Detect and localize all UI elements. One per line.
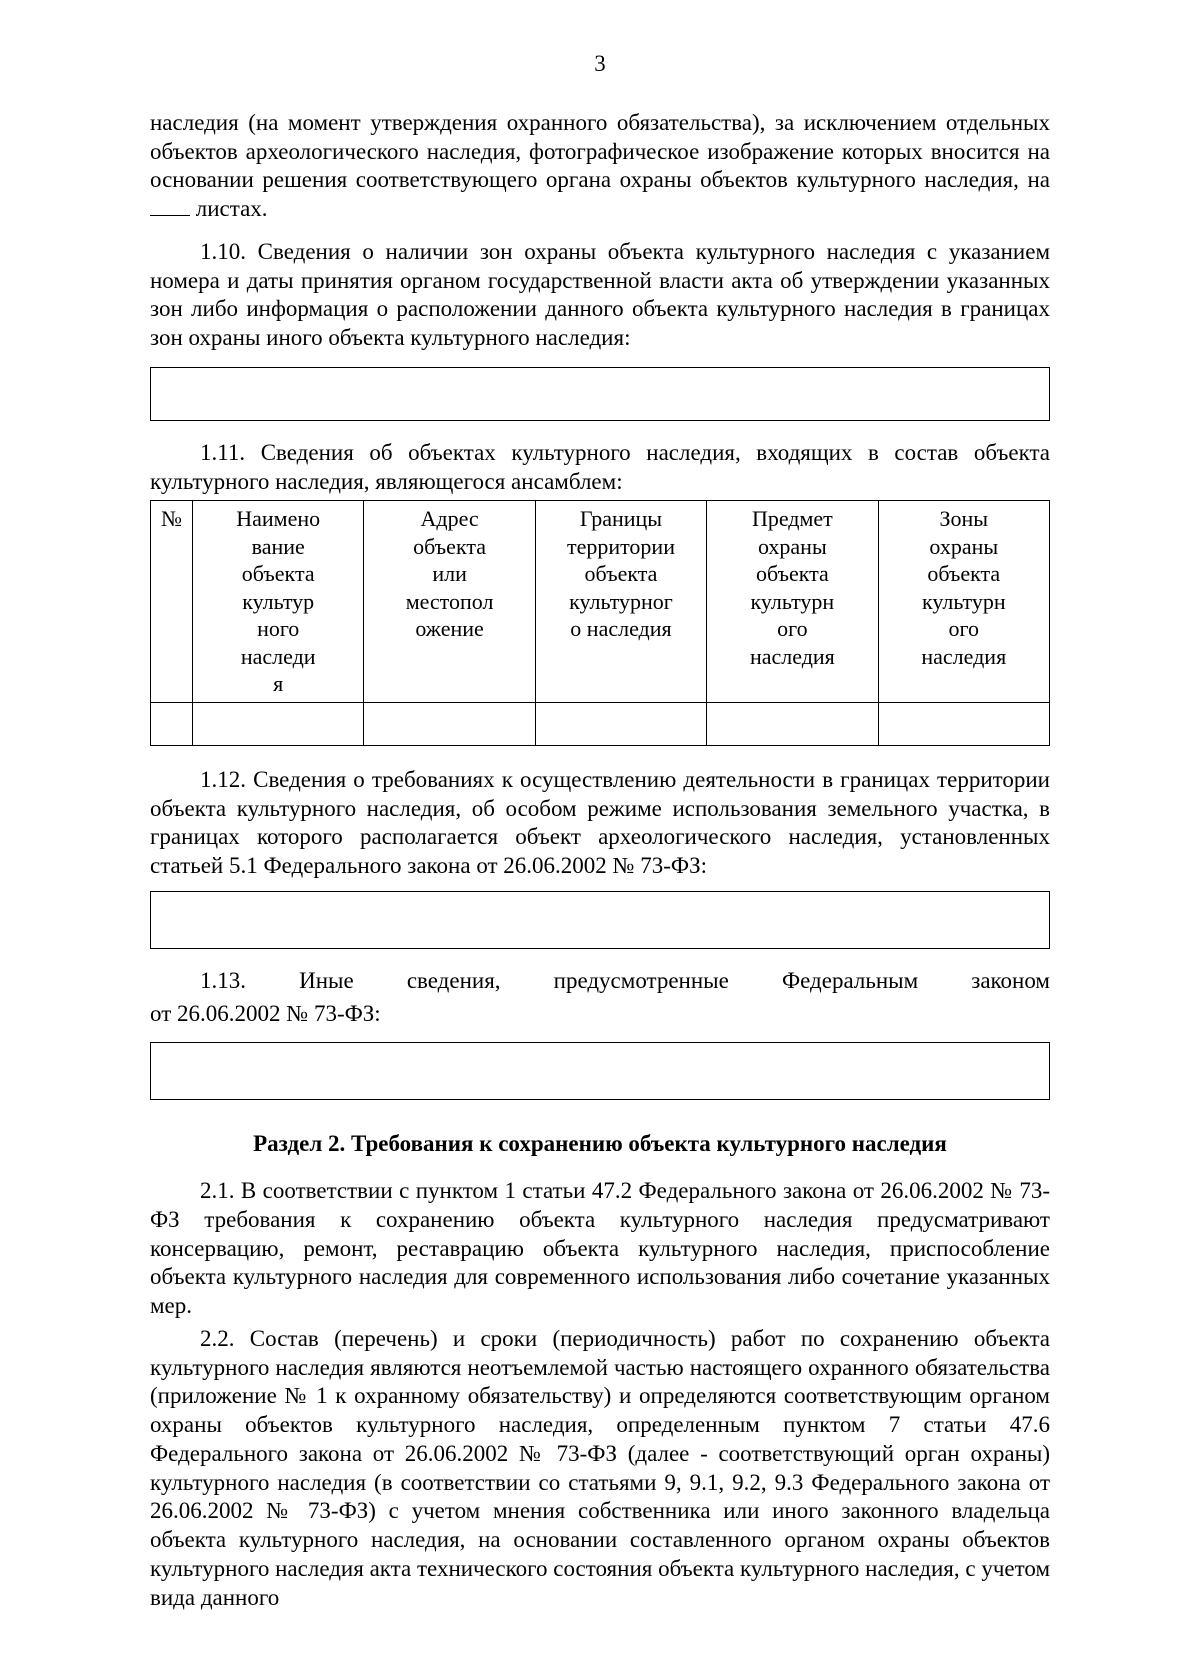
table-row: [151, 702, 1050, 745]
paragraph-continuation: наследия (на момент утверждения охранног…: [150, 109, 1050, 224]
page-number: 3: [150, 50, 1050, 79]
blank-field: [150, 215, 190, 216]
ensemble-table: № Наимено вание объекта культур ного нас…: [150, 500, 1050, 746]
table-cell: [364, 702, 535, 745]
empty-field-1-10: [150, 367, 1050, 421]
table-cell: [878, 702, 1049, 745]
paragraph-1-11: 1.11. Сведения об объектах культурного н…: [150, 439, 1050, 497]
table-cell: [535, 702, 706, 745]
document-page: 3 наследия (на момент утверждения охранн…: [75, 0, 1125, 1676]
th-number: №: [151, 501, 193, 703]
paragraph-1-13-line2: от 26.06.2002 № 73-ФЗ:: [150, 1000, 1050, 1029]
paragraph-1-10: 1.10. Сведения о наличии зон охраны объе…: [150, 238, 1050, 353]
table-cell: [193, 702, 364, 745]
empty-field-1-12: [150, 891, 1050, 949]
th-borders: Границы территории объекта культурног о …: [535, 501, 706, 703]
th-name: Наимено вание объекта культур ного насле…: [193, 501, 364, 703]
table-header-row: № Наимено вание объекта культур ного нас…: [151, 501, 1050, 703]
para1-text-a: наследия (на момент утверждения охранног…: [150, 110, 1050, 193]
th-zones: Зоны охраны объекта культурн ого наследи…: [878, 501, 1049, 703]
th-subject: Предмет охраны объекта культурн ого насл…: [707, 501, 878, 703]
paragraph-1-12: 1.12. Сведения о требованиях к осуществл…: [150, 766, 1050, 881]
th-address: Адрес объекта или местопол ожение: [364, 501, 535, 703]
empty-field-1-13: [150, 1042, 1050, 1100]
paragraph-2-1: 2.1. В соответствии с пунктом 1 статьи 4…: [150, 1177, 1050, 1321]
para1-text-b: листах.: [196, 196, 268, 221]
table-cell: [707, 702, 878, 745]
paragraph-2-2: 2.2. Состав (перечень) и сроки (периодич…: [150, 1325, 1050, 1613]
paragraph-1-13-line1: 1.13. Иные сведения, предусмотренные Фед…: [150, 967, 1050, 996]
section-2-title: Раздел 2. Требования к сохранению объект…: [150, 1130, 1050, 1159]
table-cell: [151, 702, 193, 745]
